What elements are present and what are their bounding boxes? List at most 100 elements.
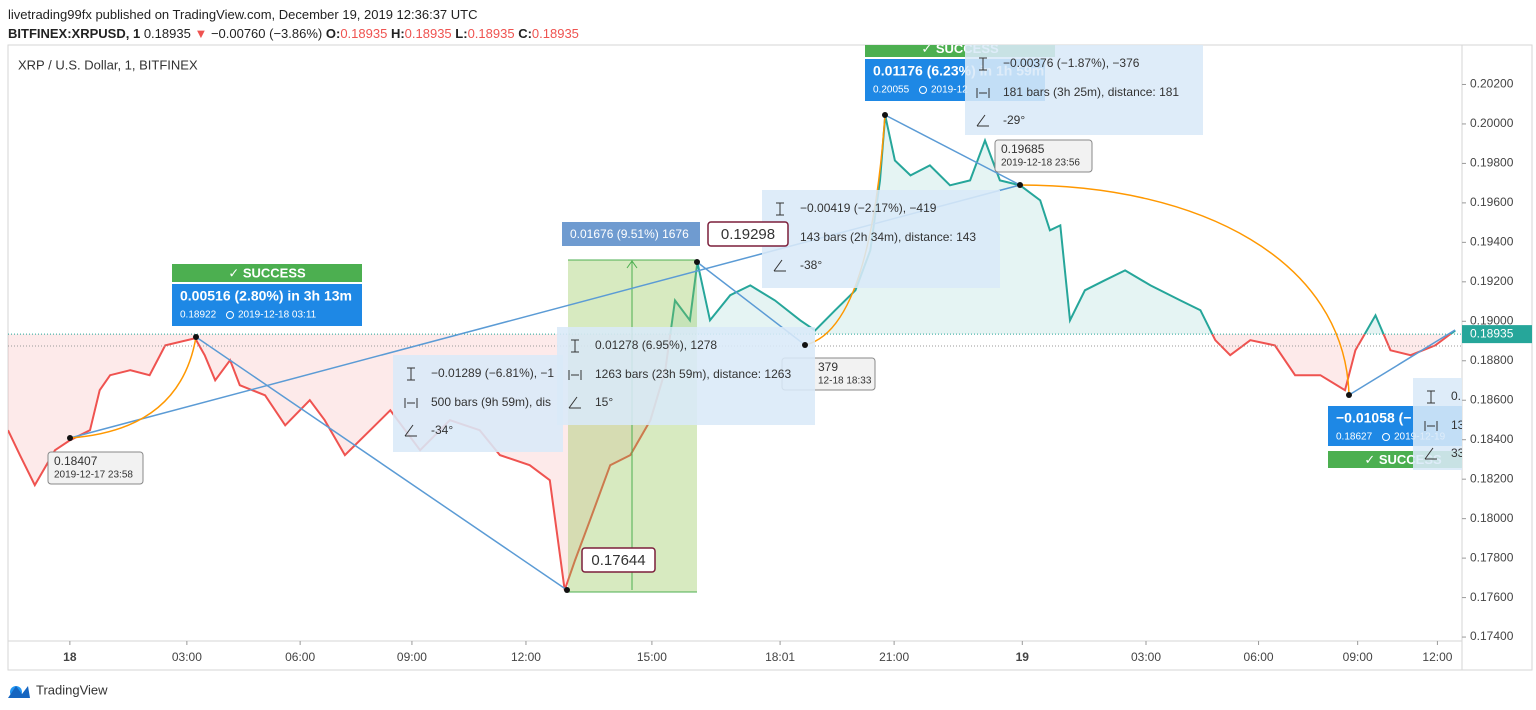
price-label-price: 0.18407 <box>54 454 98 468</box>
y-tick-label: 0.19800 <box>1470 156 1514 170</box>
measure-bars: 13 <box>1451 418 1465 432</box>
icon-angle <box>568 396 581 409</box>
ohlc-label: L: <box>455 26 468 41</box>
icon-width <box>1424 421 1438 431</box>
anchor-dot <box>564 587 570 593</box>
change: −0.00760 (−3.86%) <box>210 26 323 41</box>
price-tag <box>1462 325 1532 344</box>
x-tick-label: 09:00 <box>397 650 427 664</box>
x-tick-label: 18:01 <box>765 650 795 664</box>
price-marker-box <box>707 221 789 247</box>
y-tick-label: 0.20000 <box>1470 116 1514 130</box>
signal-time: 2019-12 <box>931 85 968 96</box>
price-label-time: 2019-12-18 23:56 <box>1001 158 1080 169</box>
measure-box <box>762 190 1000 288</box>
y-tick-label: 0.18800 <box>1470 353 1514 367</box>
clock-icon <box>226 311 234 319</box>
area-down <box>8 334 1451 591</box>
ohlc-label: O: <box>325 26 341 41</box>
measure-angle: 33 <box>1451 446 1465 460</box>
signal-time: 2019-12-18 03:11 <box>238 310 317 321</box>
arc <box>1019 184 1350 396</box>
x-tick-label: 21:00 <box>879 650 909 664</box>
time-scale <box>7 640 1463 671</box>
header: livetrading99fx published on TradingView… <box>8 5 579 43</box>
signal-price: 0.18922 <box>180 310 217 321</box>
measure-angle: -38° <box>800 258 822 272</box>
anchor-dot <box>694 259 700 265</box>
x-tick-label: 09:00 <box>1343 650 1373 664</box>
y-tick-label: 0.17400 <box>1470 629 1514 643</box>
measure-delta: −0.00376 (−1.87%), −376 <box>1003 56 1140 70</box>
y-tick-label: 0.18000 <box>1470 511 1514 525</box>
price-label-time: 2019-12-17 23:58 <box>54 470 133 481</box>
icon-height <box>407 367 415 381</box>
range-label-box <box>562 222 700 246</box>
signal-status: ✓ SUCCESS <box>228 265 306 280</box>
measure-bars: 1263 bars (23h 59m), distance: 1263 <box>595 367 791 381</box>
ohlc-label: C: <box>518 26 532 41</box>
measure-box <box>965 45 1203 135</box>
clock-icon <box>919 86 927 94</box>
range-arrowhead <box>626 260 638 269</box>
range-label: 0.01676 (9.51%) 1676 <box>570 227 689 241</box>
price-label-time: 12-18 18:33 <box>818 376 872 387</box>
x-tick-label: 19 <box>1016 650 1030 664</box>
symbol-line: BITFINEX:XRPUSD, 1 0.18935 ▼ −0.00760 (−… <box>8 24 579 43</box>
measure-delta: 0. <box>1451 389 1461 403</box>
anchor-dot <box>1017 182 1023 188</box>
x-tick-label: 15:00 <box>637 650 667 664</box>
icon-angle <box>773 259 786 272</box>
ohlc-value: 0.18935 <box>404 26 452 41</box>
icon-width <box>976 88 990 98</box>
measure-box <box>393 355 563 452</box>
y-tick-label: 0.19600 <box>1470 195 1514 209</box>
y-tick-label: 0.18400 <box>1470 432 1514 446</box>
trend-line <box>1348 329 1456 396</box>
last-price: 0.18935 <box>143 26 191 41</box>
signal-change: 0.00516 (2.80%) in 3h 13m <box>180 288 352 304</box>
x-tick-label: 03:00 <box>1131 650 1161 664</box>
trend-line <box>195 336 568 591</box>
line-down <box>8 334 1452 591</box>
measure-delta: −0.01289 (−6.81%), −1 <box>431 366 554 380</box>
ohlc-label: H: <box>390 26 405 41</box>
price-marker: 0.19298 <box>721 226 775 243</box>
x-tick-label: 03:00 <box>172 650 202 664</box>
ohlc-value: 0.18935 <box>531 26 579 41</box>
measure-bars: 143 bars (2h 34m), distance: 143 <box>800 230 976 244</box>
measure-bars: 500 bars (9h 59m), dis <box>431 395 551 409</box>
measure-box <box>557 327 815 425</box>
ohlc-value: 0.18935 <box>467 26 515 41</box>
anchor-dot <box>882 112 888 118</box>
ohlc: O:0.18935 H:0.18935 L:0.18935 C:0.18935 <box>326 26 579 41</box>
icon-height <box>776 202 784 216</box>
price-label-price: 379 <box>818 360 838 374</box>
x-tick-label: 12:00 <box>511 650 541 664</box>
icon-angle <box>976 114 989 127</box>
y-tick-label: 0.20200 <box>1470 77 1514 91</box>
axes: 0.17400 0.17600 0.17800 0.18000 0.18200 0.184… <box>63 77 1532 664</box>
measure-delta: −0.00419 (−2.17%), −419 <box>800 201 937 215</box>
icon-angle <box>1424 447 1437 460</box>
y-tick-label: 0.18200 <box>1470 471 1514 485</box>
chart-title: XRP / U.S. Dollar, 1, BITFINEX <box>18 57 198 72</box>
icon-angle <box>404 424 417 437</box>
price-scale <box>1461 44 1533 671</box>
anchor-dot <box>1346 392 1352 398</box>
signal-box <box>172 284 362 326</box>
icon-width <box>404 398 418 408</box>
measure-delta: 0.01278 (6.95%), 1278 <box>595 338 717 352</box>
icon-height <box>571 339 579 353</box>
x-tick-label: 12:00 <box>1422 650 1452 664</box>
measure-angle: 15° <box>595 395 613 409</box>
price-label-box <box>47 451 144 485</box>
ohlc-value: 0.18935 <box>340 26 388 41</box>
y-tick-label: 0.19400 <box>1470 235 1514 249</box>
signal-status: ✓ SUCCESS <box>921 41 999 56</box>
y-tick-label: 0.19200 <box>1470 274 1514 288</box>
x-tick-label: 06:00 <box>285 650 315 664</box>
price-marker-box <box>581 547 656 573</box>
